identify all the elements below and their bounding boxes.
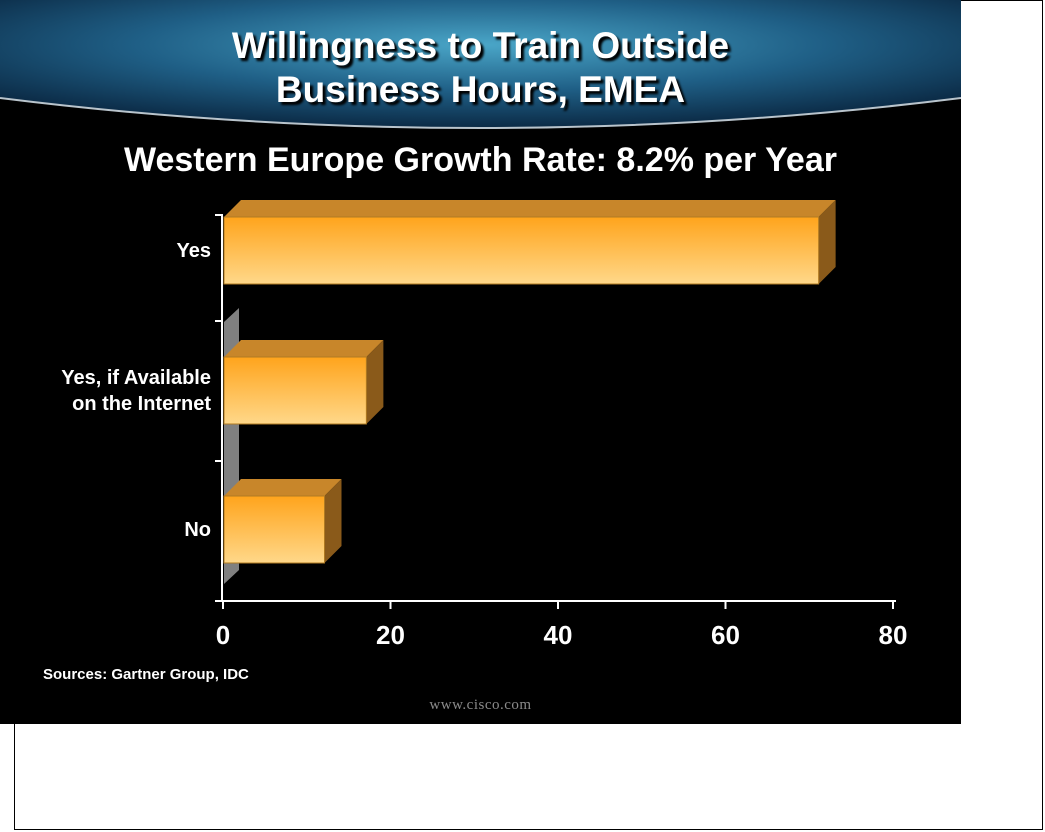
slide: Willingness to Train Outside Business Ho… [0,0,961,724]
x-tick-label: 80 [878,620,908,650]
category-label-line: Yes, if Available [61,366,211,389]
x-tick-label: 0 [215,620,231,650]
bar-front-face [223,356,367,425]
bar-3 [223,479,342,564]
slide-title-line-2: Business Hours, EMEA [275,69,686,110]
bar-chart [215,200,896,609]
x-tick-label: 40 [543,620,573,650]
footer-url: www.cisco.com [429,697,532,713]
bar-top-face [224,200,836,217]
category-label-line: Yes [176,239,211,262]
bar-1 [223,200,836,285]
source-note: Sources: Gartner Group, IDC [43,666,249,683]
category-label: No [184,517,211,543]
bar-top-face [224,340,384,357]
bar-side-face [818,200,836,284]
slide-title-line-1: Willingness to Train Outside [231,25,730,66]
slide-subtitle: Western Europe Growth Rate: 8.2% per Yea… [124,141,837,179]
title-banner [0,0,961,129]
x-tick-label: 60 [711,620,740,650]
category-label-line: on the Internet [72,392,211,415]
bar-side-face [324,479,342,563]
bar-side-face [366,340,384,424]
bar-front-face [223,495,325,564]
category-label: Yes, if Available on the Internet [61,365,211,417]
x-tick-label: 20 [376,620,405,650]
bar-top-face [224,479,342,496]
bar-2 [223,340,384,425]
category-label: Yes [177,238,211,264]
category-label-line: No [184,518,211,541]
bar-front-face [223,216,820,285]
